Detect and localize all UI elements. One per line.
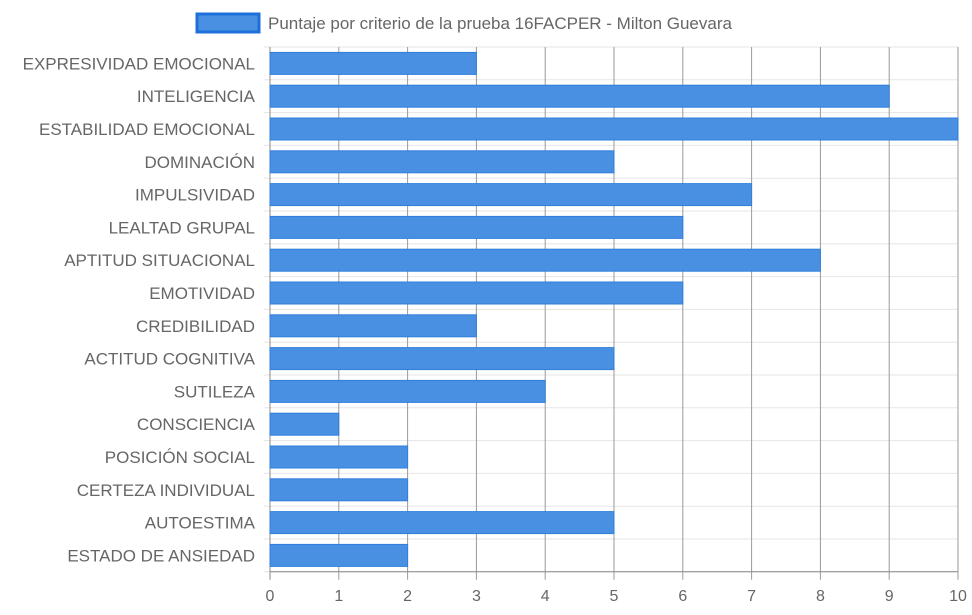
x-axis-ticks: 0 1 2 3 4 5 6 7 8 9 10 xyxy=(266,588,967,605)
x-tick-label: 1 xyxy=(334,588,343,605)
x-tick-label: 5 xyxy=(610,588,619,605)
x-tick-label: 0 xyxy=(266,588,275,605)
category-label: AUTOESTIMA xyxy=(145,514,256,533)
bar[interactable] xyxy=(269,478,409,502)
bar[interactable] xyxy=(269,412,340,436)
category-labels: EXPRESIVIDAD EMOCIONAL INTELIGENCIA ESTABI… xyxy=(23,54,256,565)
x-tick-label: 2 xyxy=(403,588,412,605)
x-tick-label: 7 xyxy=(747,588,756,605)
bar[interactable] xyxy=(269,347,615,371)
category-label: INTELIGENCIA xyxy=(137,87,256,106)
bar[interactable] xyxy=(269,511,615,535)
x-tick-label: 6 xyxy=(678,588,687,605)
bar[interactable] xyxy=(269,51,477,75)
category-label: POSICIÓN SOCIAL xyxy=(105,448,255,467)
bar[interactable] xyxy=(269,117,959,141)
category-label: CONSCIENCIA xyxy=(137,415,256,434)
grid-lines xyxy=(264,46,959,580)
bar[interactable] xyxy=(269,281,684,305)
bar[interactable] xyxy=(269,248,821,272)
category-label: CERTEZA INDIVIDUAL xyxy=(77,481,255,500)
category-label: ESTABILIDAD EMOCIONAL xyxy=(39,120,255,139)
bar[interactable] xyxy=(269,379,546,403)
x-tick-label: 10 xyxy=(949,588,967,605)
category-label: CREDIBILIDAD xyxy=(136,317,255,336)
bar[interactable] xyxy=(269,543,409,567)
bar[interactable] xyxy=(269,445,409,469)
x-tick-label: 3 xyxy=(472,588,481,605)
legend-label[interactable]: Puntaje por criterio de la prueba 16FACP… xyxy=(268,14,733,33)
bar[interactable] xyxy=(269,84,890,108)
x-tick-label: 9 xyxy=(885,588,894,605)
category-label: ESTADO DE ANSIEDAD xyxy=(67,546,255,565)
bar[interactable] xyxy=(269,314,477,338)
bar[interactable] xyxy=(269,215,684,239)
bar[interactable] xyxy=(269,183,753,207)
legend-swatch[interactable] xyxy=(195,12,261,34)
category-label: SUTILEZA xyxy=(174,382,256,401)
legend[interactable]: Puntaje por criterio de la prueba 16FACP… xyxy=(195,12,733,34)
category-label: IMPULSIVIDAD xyxy=(135,186,255,205)
bars xyxy=(269,51,959,567)
category-label: DOMINACIÓN xyxy=(145,153,256,172)
x-tick-label: 8 xyxy=(816,588,825,605)
category-label: APTITUD SITUACIONAL xyxy=(64,251,255,270)
category-label: LEALTAD GRUPAL xyxy=(109,218,255,237)
category-label: EMOTIVIDAD xyxy=(149,284,255,303)
bar[interactable] xyxy=(269,150,615,174)
category-label: EXPRESIVIDAD EMOCIONAL xyxy=(23,54,255,73)
x-tick-label: 4 xyxy=(541,588,550,605)
category-label: ACTITUD COGNITIVA xyxy=(84,350,255,369)
